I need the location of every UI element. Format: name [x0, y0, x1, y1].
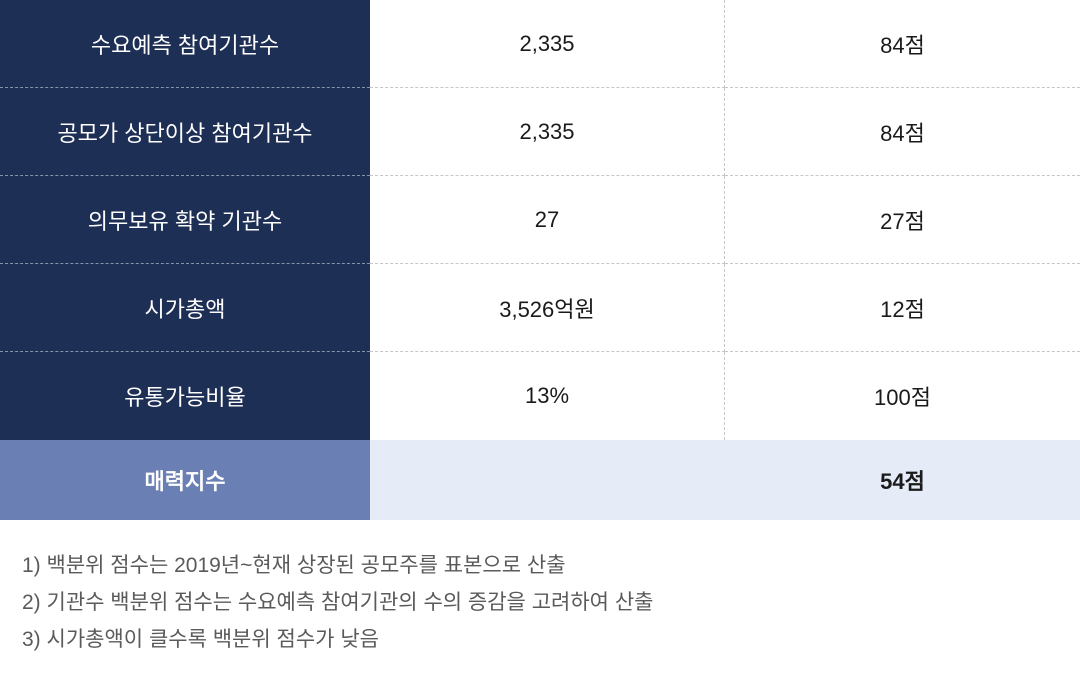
score-table: 수요예측 참여기관수 2,335 84점 공모가 상단이상 참여기관수 2,33…: [0, 0, 1080, 520]
footnote-line: 1) 백분위 점수는 2019년~현재 상장된 공모주를 표본으로 산출: [22, 548, 1058, 585]
row-score: 84점: [725, 88, 1080, 176]
row-score: 12점: [725, 264, 1080, 352]
row-label: 수요예측 참여기관수: [0, 0, 370, 88]
row-label: 의무보유 확약 기관수: [0, 176, 370, 264]
row-label: 공모가 상단이상 참여기관수: [0, 88, 370, 176]
table-row: 유통가능비율 13% 100점: [0, 352, 1080, 440]
row-value: 2,335: [370, 0, 725, 88]
table-row: 시가총액 3,526억원 12점: [0, 264, 1080, 352]
row-value: 2,335: [370, 88, 725, 176]
footnote-line: 2) 기관수 백분위 점수는 수요예측 참여기관의 수의 증감을 고려하여 산출: [22, 585, 1058, 622]
table-row: 공모가 상단이상 참여기관수 2,335 84점: [0, 88, 1080, 176]
summary-row: 매력지수 54점: [0, 440, 1080, 520]
summary-label: 매력지수: [0, 440, 370, 520]
footnote-line: 3) 시가총액이 클수록 백분위 점수가 낮음: [22, 622, 1058, 659]
row-label: 유통가능비율: [0, 352, 370, 440]
summary-value: [370, 440, 725, 520]
table-row: 의무보유 확약 기관수 27 27점: [0, 176, 1080, 264]
row-value: 3,526억원: [370, 264, 725, 352]
row-label: 시가총액: [0, 264, 370, 352]
row-score: 100점: [725, 352, 1080, 440]
table-row: 수요예측 참여기관수 2,335 84점: [0, 0, 1080, 88]
row-score: 27점: [725, 176, 1080, 264]
row-value: 27: [370, 176, 725, 264]
row-value: 13%: [370, 352, 725, 440]
row-score: 84점: [725, 0, 1080, 88]
summary-score: 54점: [725, 440, 1080, 520]
footnotes: 1) 백분위 점수는 2019년~현재 상장된 공모주를 표본으로 산출 2) …: [0, 520, 1080, 658]
